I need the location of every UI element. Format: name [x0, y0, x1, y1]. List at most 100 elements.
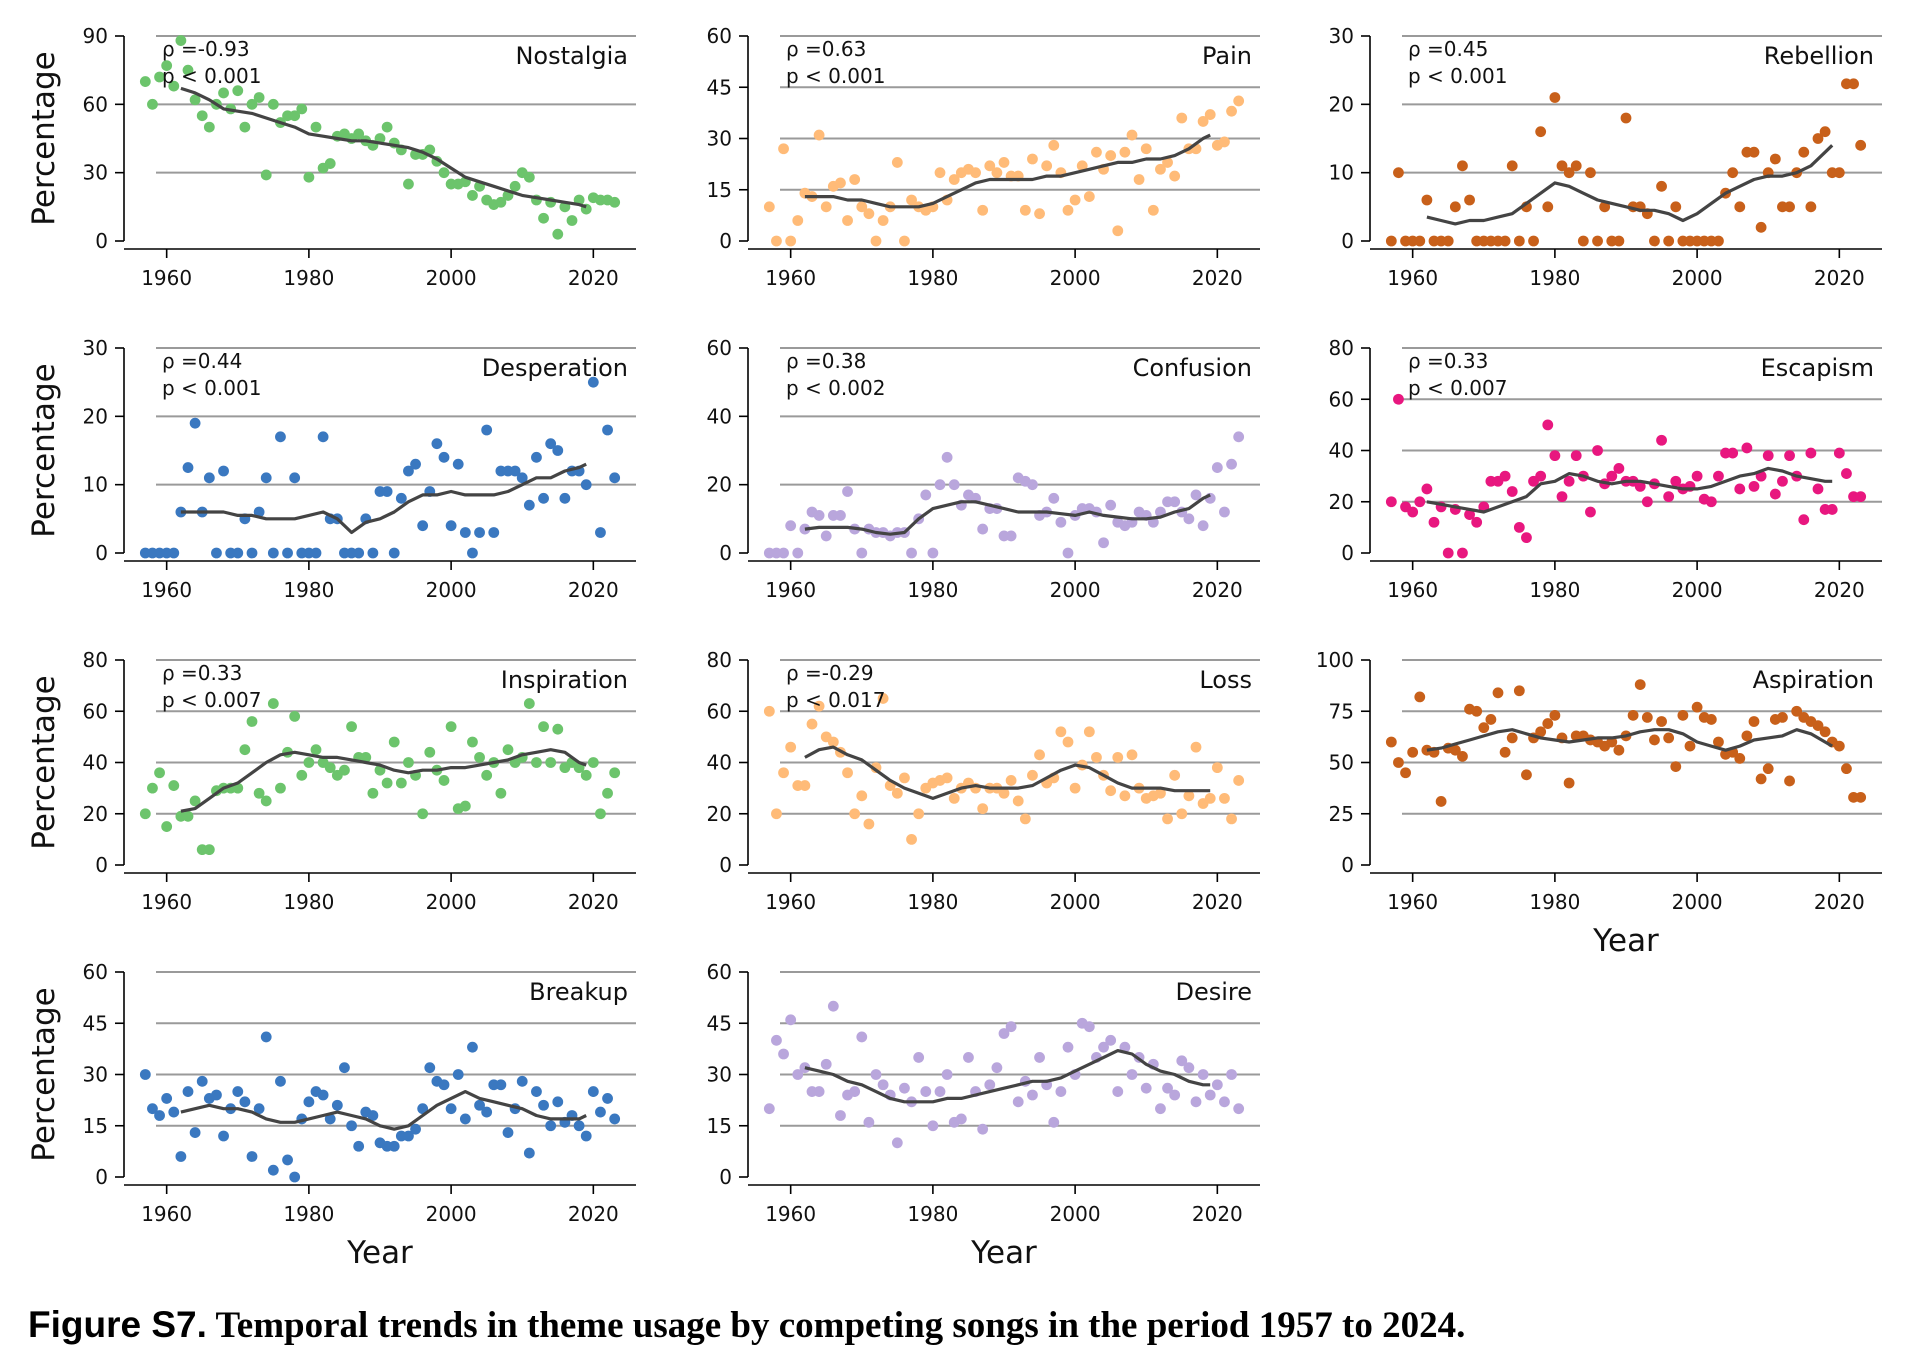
data-point: [1176, 808, 1188, 820]
data-point: [1233, 431, 1245, 443]
data-point: [984, 160, 996, 172]
panel-title: Aspiration: [1753, 666, 1874, 694]
data-point: [1027, 1089, 1038, 1101]
data-point: [189, 417, 201, 429]
data-point: [587, 757, 599, 768]
data-point: [763, 1103, 775, 1115]
data-point: [785, 1014, 797, 1026]
data-point: [587, 376, 599, 388]
data-point: [1656, 716, 1667, 727]
data-point: [1414, 235, 1426, 247]
data-point: [189, 1127, 201, 1138]
data-point: [509, 180, 521, 192]
data-point: [438, 451, 450, 463]
data-point: [806, 718, 818, 730]
data-point: [820, 530, 832, 542]
data-point: [842, 767, 853, 779]
data-point: [913, 1052, 925, 1063]
data-point: [147, 782, 158, 794]
caption-text: Temporal trends in theme usage by compet…: [215, 1305, 1466, 1346]
data-point: [1226, 458, 1237, 470]
rho-annotation: ρ =0.63: [786, 37, 866, 61]
data-point: [1563, 777, 1575, 789]
data-point: [1606, 470, 1618, 482]
trend-line: [804, 133, 1211, 209]
data-point: [552, 723, 564, 735]
data-point: [367, 547, 379, 559]
data-point: [538, 721, 549, 733]
data-point: [459, 800, 471, 812]
data-point: [813, 1086, 825, 1097]
data-point: [317, 431, 329, 443]
data-point: [1393, 167, 1404, 179]
data-point: [1211, 762, 1223, 774]
data-point: [289, 1171, 301, 1183]
data-point: [1012, 795, 1024, 807]
trend-line: [804, 1049, 1211, 1104]
data-point: [1034, 749, 1045, 761]
data-point: [410, 1123, 421, 1135]
data-point: [531, 757, 542, 768]
panel-title: Loss: [1199, 666, 1252, 694]
data-point: [920, 1086, 932, 1097]
panel-rebellion: 0 10 20 30 1960 1980 2000 2020 Rebellion ρ =0.45 p…: [1329, 24, 1882, 290]
data-point: [488, 527, 500, 538]
data-point: [1634, 480, 1646, 492]
data-point: [296, 103, 308, 115]
panel-loss: 0 20 40 60 80 1960 1980 2000 2020 Loss ρ =-0.29 p <…: [707, 648, 1260, 914]
x-tick-label: 2020: [1192, 1202, 1243, 1226]
data-point: [1641, 496, 1653, 508]
y-tick-label: 0: [1341, 541, 1354, 565]
data-point: [849, 174, 861, 185]
data-point: [516, 472, 528, 484]
data-point: [609, 1113, 621, 1125]
data-point: [1755, 221, 1767, 233]
data-point: [1492, 687, 1504, 699]
data-point: [1048, 492, 1060, 504]
trend-line: [804, 493, 1211, 536]
data-point: [331, 1099, 343, 1111]
data-point: [771, 1034, 782, 1046]
data-point: [403, 757, 414, 768]
data-point: [1713, 235, 1724, 247]
data-point: [459, 527, 471, 538]
data-point: [1634, 679, 1646, 690]
y-tick-label: 75: [1329, 699, 1354, 723]
data-point: [1005, 775, 1017, 786]
panel-title: Confusion: [1133, 354, 1252, 382]
x-tick-label: 1960: [141, 890, 192, 914]
x-tick-label: 1980: [283, 578, 334, 602]
data-point: [424, 1062, 436, 1074]
data-point: [367, 787, 379, 799]
data-point: [1226, 105, 1237, 117]
x-tick-label: 2020: [568, 578, 619, 602]
y-tick-label: 45: [707, 75, 732, 99]
data-point: [1414, 691, 1426, 703]
data-point: [1556, 491, 1568, 503]
data-point: [941, 772, 953, 784]
data-point: [1691, 470, 1703, 482]
data-point: [1464, 509, 1475, 520]
data-point: [813, 700, 825, 712]
data-point: [856, 547, 868, 559]
data-point: [1506, 732, 1518, 744]
data-point: [877, 215, 889, 226]
rho-annotation: ρ =0.33: [1408, 349, 1488, 373]
panel-breakup: 0 15 30 45 60 1960 1980 2000 2020 Breakup Percenta…: [26, 960, 636, 1271]
data-point: [239, 121, 251, 133]
data-point: [1219, 136, 1230, 148]
data-point: [1748, 146, 1760, 158]
data-point: [1535, 470, 1547, 482]
x-tick-label: 1980: [1529, 578, 1580, 602]
data-point: [182, 810, 194, 822]
y-tick-label: 0: [1341, 229, 1354, 253]
data-point: [566, 215, 578, 226]
data-point: [1812, 133, 1824, 144]
y-tick-label: 60: [83, 92, 108, 116]
rho-annotation: ρ =0.38: [786, 349, 866, 373]
data-point: [1549, 450, 1561, 462]
data-point: [1841, 763, 1852, 775]
y-tick-label: 40: [83, 751, 108, 775]
data-point: [609, 472, 621, 484]
data-point: [1663, 491, 1675, 503]
